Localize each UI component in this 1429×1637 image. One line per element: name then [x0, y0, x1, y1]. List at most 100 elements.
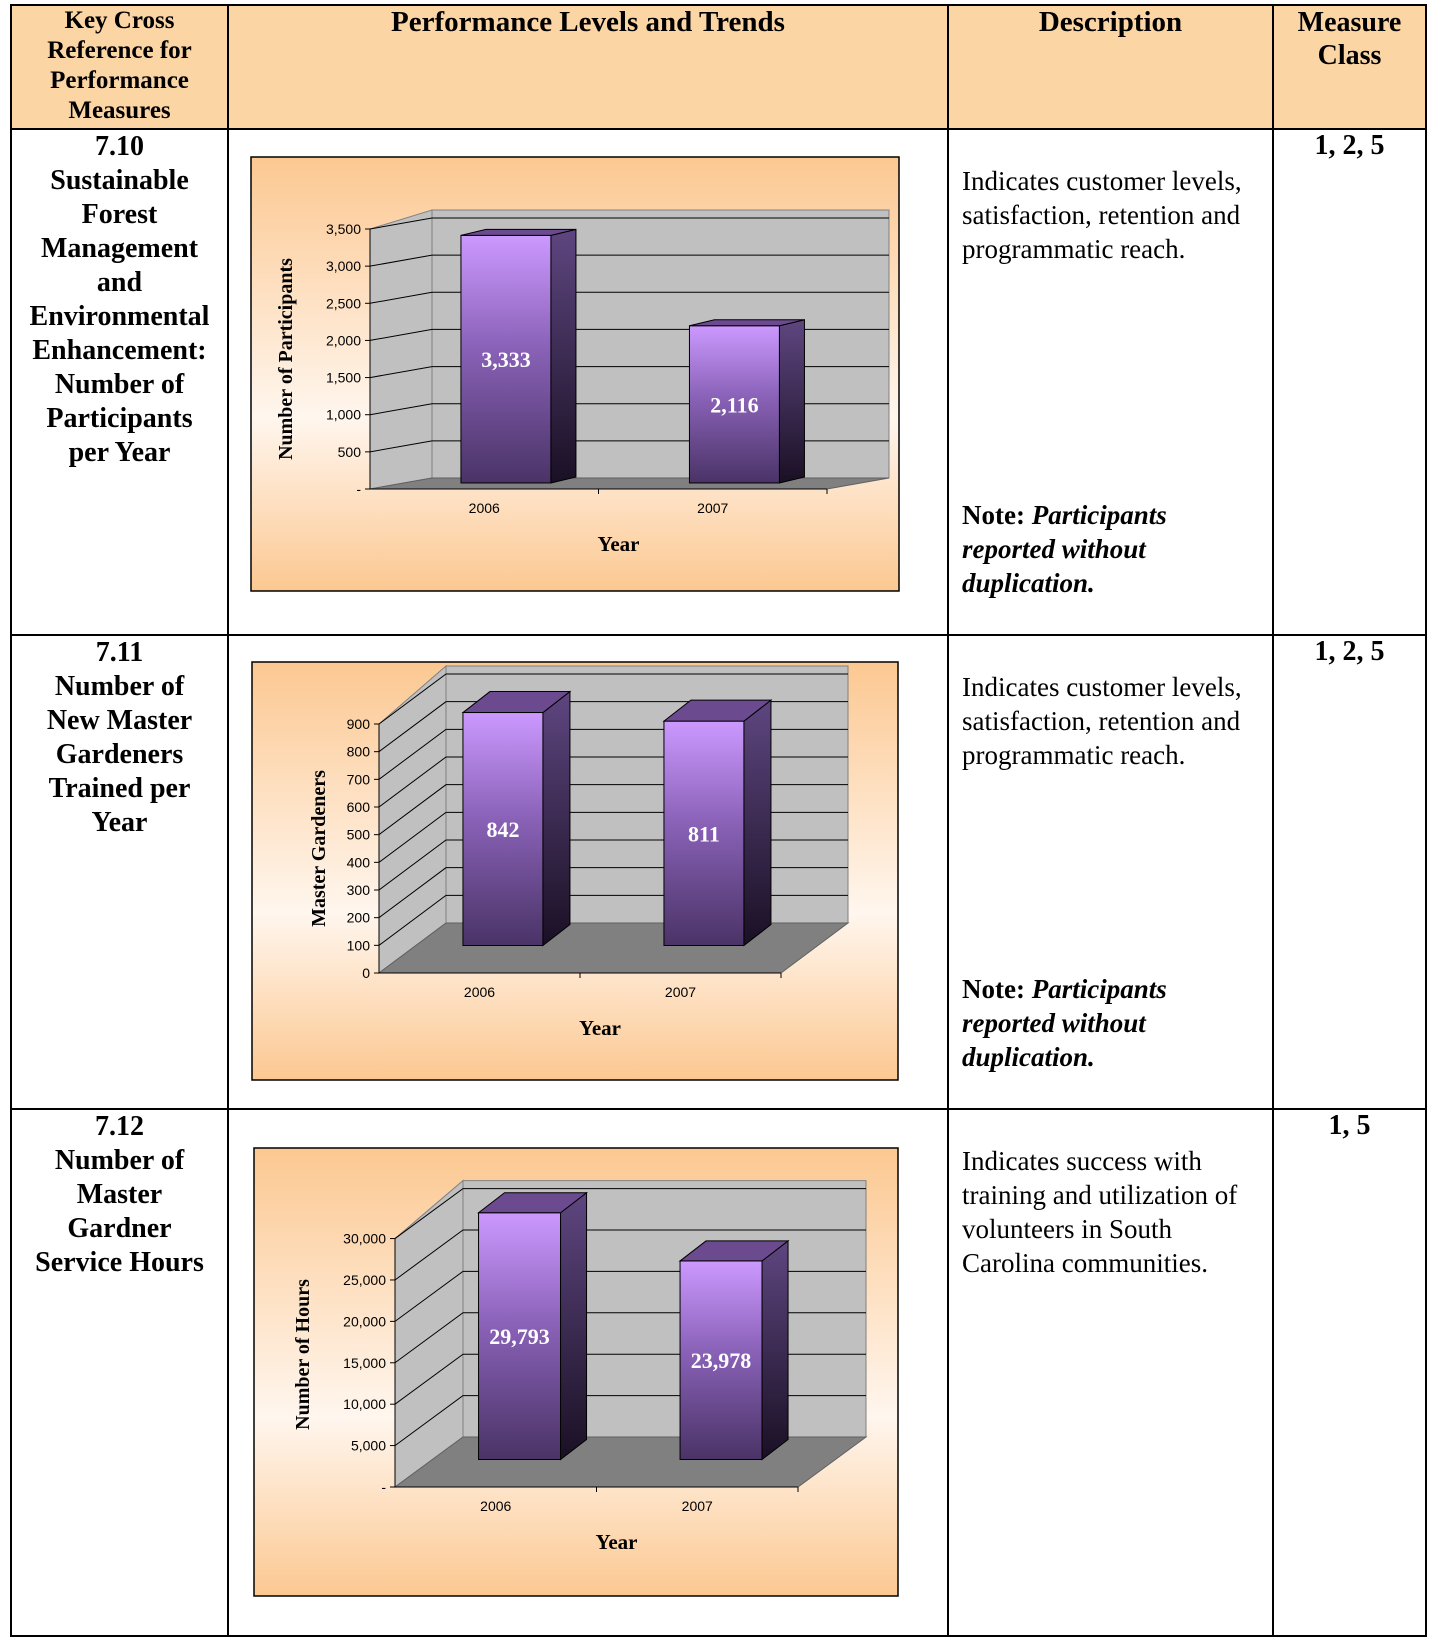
bar-data-label: 811 [688, 821, 720, 846]
ref-line: New Master [46, 705, 193, 736]
ref-line: 7.10 [95, 131, 144, 162]
measure-class: 1, 2, 5 [1272, 634, 1427, 1110]
bar-side [778, 319, 805, 484]
ref-line: Service Hours [35, 1247, 204, 1278]
bar-top [461, 691, 572, 714]
x-tick-label: 2007 [697, 500, 728, 516]
y-tick-label: 30,000 [343, 1231, 386, 1247]
ref-line: Enhancement: [32, 335, 207, 366]
gridline [394, 1229, 866, 1281]
bar-top [689, 319, 805, 327]
ref-line: Environmental [29, 301, 210, 332]
y-tick-label: - [356, 481, 361, 497]
bar [477, 1191, 589, 1461]
bar-side [542, 690, 571, 947]
ref-line: Year [91, 807, 148, 838]
measure-class: 1, 2, 5 [1272, 128, 1427, 636]
y-tick-label: 2,500 [326, 295, 361, 311]
measure-reference: 7.11 Number of New Master Gardeners Trai… [10, 634, 229, 1110]
bar-front [663, 720, 745, 946]
y-tick-label: 900 [347, 716, 371, 732]
gridline [369, 291, 889, 304]
bar [461, 690, 572, 947]
header-performance-levels: Performance Levels and Trends [227, 4, 949, 130]
description-cell: Indicates customer levels, satisfaction,… [947, 128, 1274, 636]
bar-front [462, 712, 544, 947]
bar-data-label: 29,793 [489, 1324, 550, 1349]
y-tick-label: 400 [347, 854, 371, 870]
table-row: 7.10 Sustainable Forest Management and E… [10, 128, 1427, 636]
ref-line: 7.11 [95, 637, 144, 668]
note-label: Note: [962, 500, 1025, 530]
ref-line: Number of [54, 1145, 185, 1176]
table-row: 7.11 Number of New Master Gardeners Trai… [10, 634, 1427, 1110]
ref-line: Participants [46, 403, 193, 434]
x-tick-label: 2006 [480, 1498, 511, 1514]
y-tick-label: - [381, 1479, 386, 1495]
ref-line: Trained per [48, 773, 191, 804]
note: Note: Participants reported without dupl… [962, 972, 1252, 1074]
header-measure-class: Measure Class [1272, 4, 1427, 130]
bar [460, 228, 577, 484]
x-axis-title: Year [598, 532, 640, 556]
ref-line: Forest [81, 199, 158, 230]
header-key-cross-reference: Key Cross Reference for Performance Meas… [10, 4, 229, 130]
y-tick-label: 3,000 [326, 258, 361, 274]
header-description: Description [947, 4, 1274, 130]
ref-line: Management [40, 233, 199, 264]
bar-top [460, 228, 577, 236]
ref-line: and [96, 267, 143, 298]
chart-cell: - 500 1,000 1,500 2,000 2,500 3,000 3,500 3,333 2… [227, 128, 949, 636]
note-label: Note: [962, 974, 1025, 1004]
y-tick-label: 0 [362, 965, 370, 981]
y-tick-label: 2,000 [326, 332, 361, 348]
ref-line: Sustainable [50, 165, 189, 196]
y-tick-label: 5,000 [351, 1438, 386, 1454]
bar-front [688, 325, 780, 484]
y-tick-label: 300 [347, 882, 371, 898]
table-row: 7.12 Number of Master Gardner Service Ho… [10, 1108, 1427, 1637]
chart-floor [393, 1436, 868, 1488]
x-axis-title: Year [579, 1016, 621, 1040]
x-tick-label: 2007 [682, 1498, 713, 1514]
description-cell: Indicates customer levels, satisfaction,… [947, 634, 1274, 1110]
note-text: Participants reported without duplicatio… [962, 500, 1167, 598]
bar-top [477, 1192, 589, 1214]
chart-floor [369, 477, 890, 490]
y-tick-label: 1,500 [326, 370, 361, 386]
description-text: Indicates success with training and util… [962, 1146, 1238, 1278]
y-tick-label: 25,000 [343, 1272, 386, 1288]
performance-table: Key Cross Reference for Performance Meas… [10, 4, 1427, 1637]
y-tick-label: 3,500 [326, 221, 361, 237]
ref-line: per Year [68, 437, 171, 468]
note: Note: Participants reported without dupl… [962, 498, 1252, 600]
participants-bar-chart: - 500 1,000 1,500 2,000 2,500 3,000 3,500 3,333 2… [250, 156, 900, 592]
bar-data-label: 842 [486, 817, 519, 842]
note-text: Participants reported without duplicatio… [962, 974, 1167, 1072]
y-tick-label: 20,000 [343, 1313, 386, 1329]
master-gardeners-bar-chart: 0 100 200 300 400 500 600 700 800 900 842 2006 811 20… [251, 661, 899, 1081]
chart-cell: - 5,000 10,000 15,000 20,000 25,000 30,000 29,7… [227, 1108, 949, 1637]
y-tick-label: 15,000 [343, 1355, 386, 1371]
chart-cell: 0 100 200 300 400 500 600 700 800 900 842 2006 811 20… [227, 634, 949, 1110]
bar [662, 699, 773, 947]
y-tick-label: 500 [338, 444, 362, 460]
bar-data-label: 2,116 [710, 392, 758, 417]
ref-line: Master [76, 1179, 163, 1210]
gridline [369, 217, 889, 230]
y-tick-label: 200 [347, 910, 371, 926]
y-tick-label: 700 [347, 771, 371, 787]
gridline [394, 1188, 866, 1239]
bar [688, 319, 805, 484]
ref-line: Gardner [67, 1213, 172, 1244]
description-text: Indicates customer levels, satisfaction,… [962, 672, 1242, 770]
y-tick-label: 100 [347, 937, 371, 953]
bar-side [743, 699, 772, 947]
ref-line: 7.12 [95, 1111, 144, 1142]
y-axis-title: Number of Hours [292, 1279, 314, 1430]
measure-reference: 7.10 Sustainable Forest Management and E… [10, 128, 229, 636]
bar-side [761, 1239, 789, 1461]
measure-class: 1, 5 [1272, 1108, 1427, 1637]
bar-top [662, 699, 773, 722]
bar-side [550, 228, 577, 484]
